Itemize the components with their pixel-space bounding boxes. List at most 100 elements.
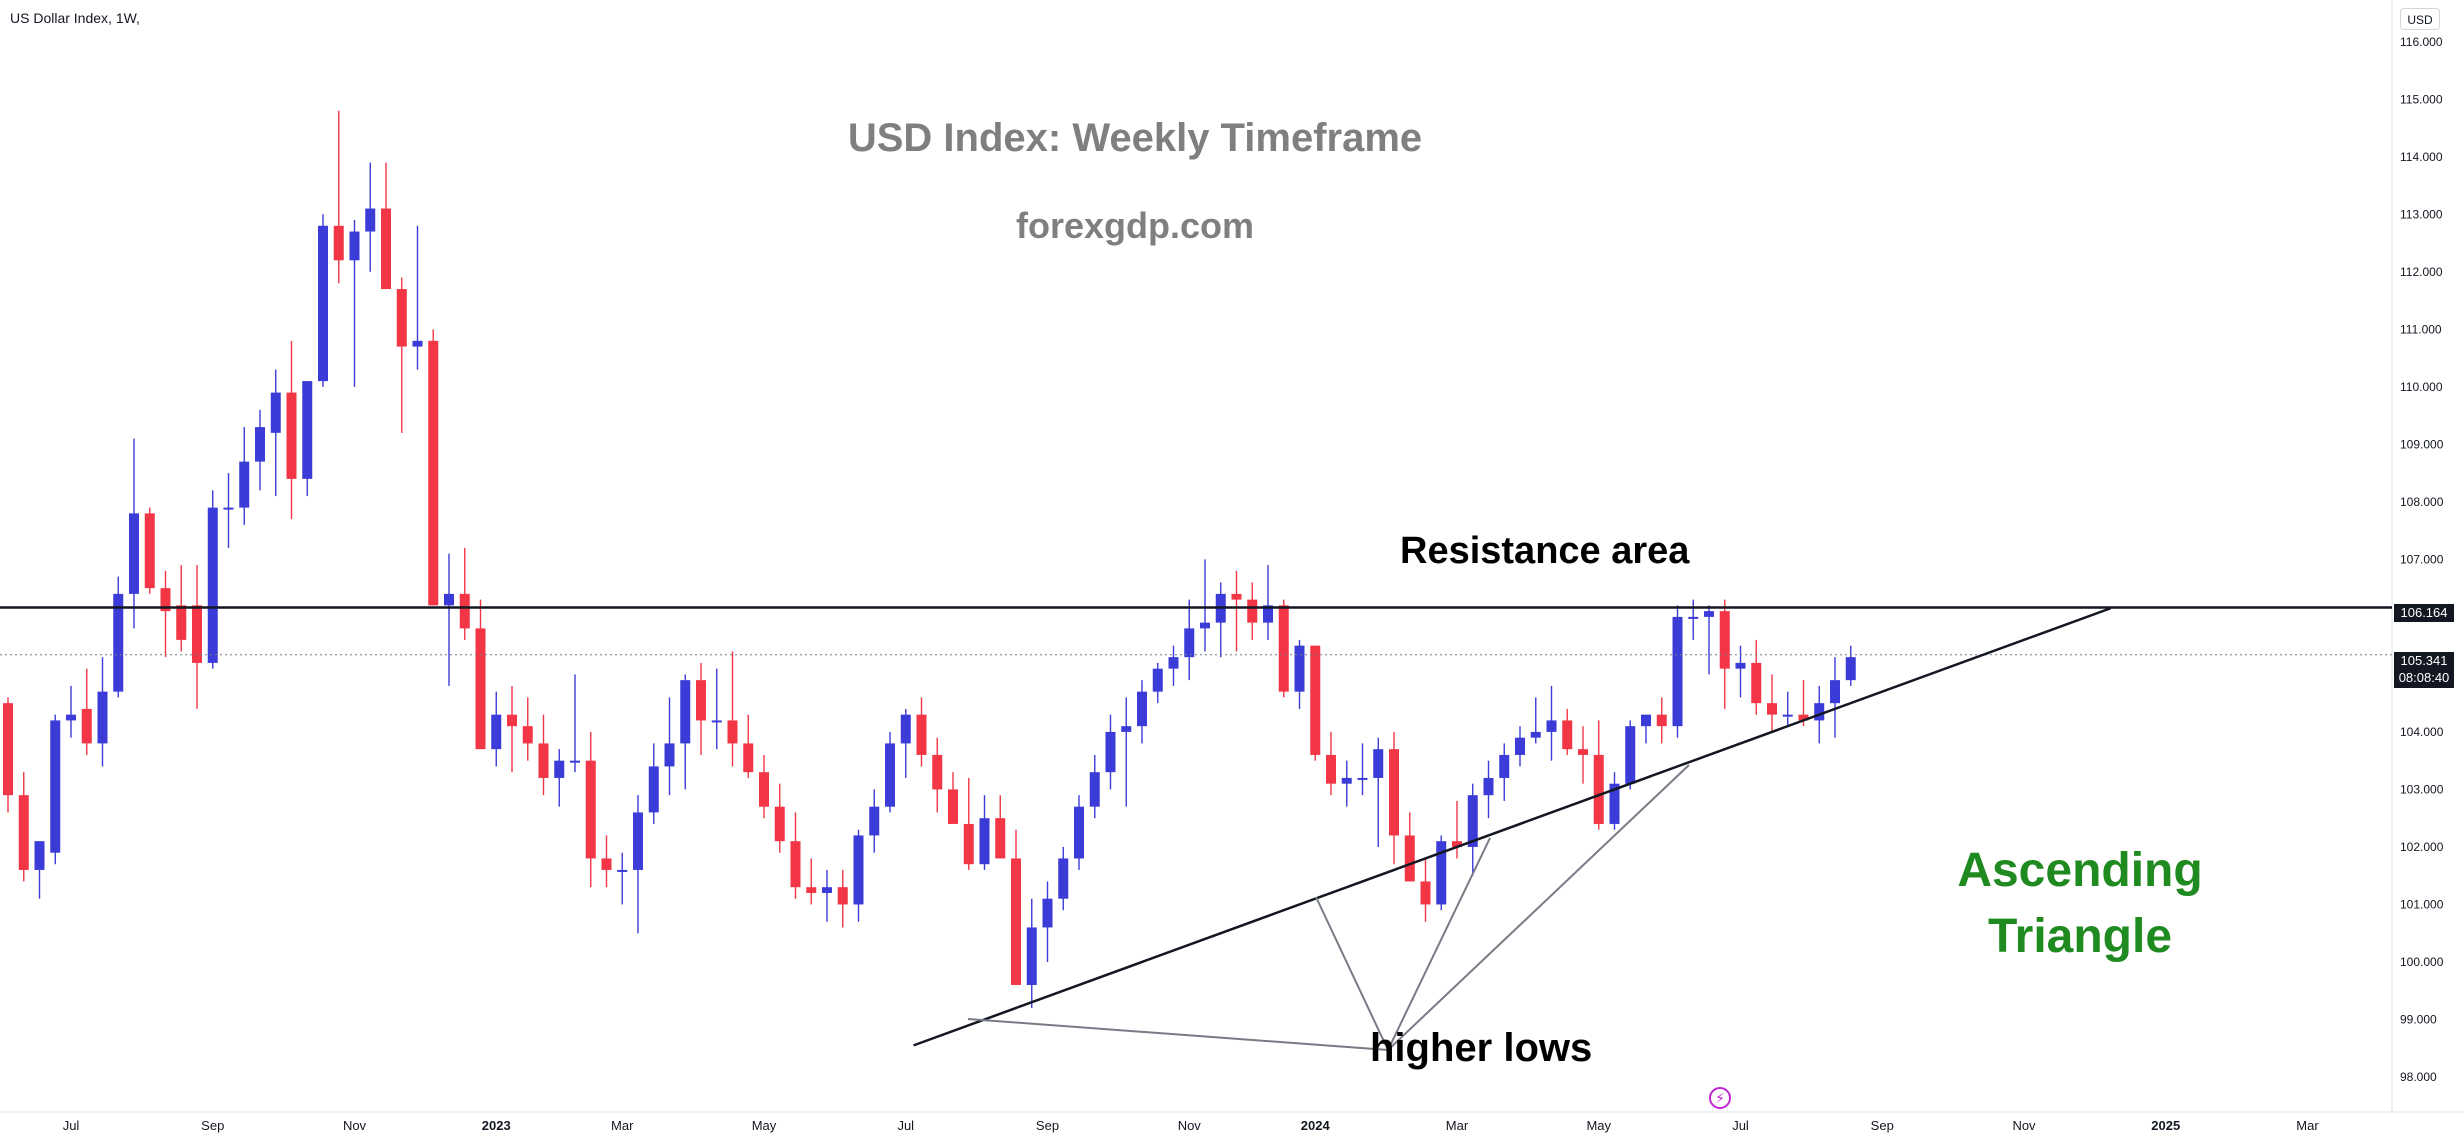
lightning-icon[interactable]: ⚡ bbox=[1709, 1087, 1731, 1109]
higher-lows-label: higher lows bbox=[1370, 1026, 1593, 1070]
y-tick-label: 107.000 bbox=[2400, 552, 2444, 566]
candle-body bbox=[66, 714, 76, 721]
candle-body bbox=[822, 887, 832, 893]
candle-body bbox=[995, 818, 1006, 859]
candle-body bbox=[1278, 605, 1289, 692]
candle-body bbox=[1231, 593, 1242, 600]
candle-body bbox=[601, 858, 612, 870]
candle-body bbox=[1688, 616, 1699, 619]
candle-body bbox=[349, 231, 360, 261]
ascending-trendline bbox=[913, 607, 2112, 1047]
y-tick-label: 100.000 bbox=[2400, 955, 2444, 969]
candle-body bbox=[50, 720, 61, 853]
x-tick-label: Nov bbox=[2012, 1118, 2036, 1133]
x-tick-label: 2024 bbox=[1301, 1118, 1331, 1133]
y-tick-label: 104.000 bbox=[2400, 725, 2444, 739]
candle-body bbox=[1404, 835, 1415, 882]
x-tick-label: Jul bbox=[1732, 1118, 1749, 1133]
candle-body bbox=[365, 208, 376, 232]
candle-body bbox=[1830, 680, 1840, 704]
candle-body bbox=[1089, 772, 1100, 807]
y-tick-label: 113.000 bbox=[2400, 207, 2443, 221]
y-tick-label: 101.000 bbox=[2400, 897, 2444, 911]
candle-body bbox=[1058, 858, 1069, 899]
candle-body bbox=[727, 720, 738, 744]
candle-body bbox=[129, 513, 139, 594]
candle-body bbox=[1625, 726, 1636, 784]
candle-body bbox=[1074, 806, 1084, 859]
candle-body bbox=[806, 887, 817, 893]
candle-body bbox=[3, 703, 13, 796]
candle-body bbox=[538, 743, 549, 778]
candle-body bbox=[885, 743, 895, 807]
candle-body bbox=[869, 806, 880, 836]
candle-body bbox=[948, 789, 958, 824]
candle-body bbox=[1452, 841, 1462, 847]
candle-body bbox=[1578, 749, 1588, 755]
x-tick-label: 2023 bbox=[482, 1118, 511, 1133]
candle-body bbox=[302, 381, 313, 479]
current-price-value: 105.341 bbox=[2400, 653, 2448, 668]
y-tick-label: 108.000 bbox=[2400, 495, 2444, 509]
candle-body bbox=[585, 760, 596, 859]
candle-body bbox=[1609, 783, 1620, 824]
candle-body bbox=[1168, 657, 1179, 669]
candle-body bbox=[1593, 754, 1604, 824]
candle-body bbox=[1483, 777, 1494, 796]
candle-body bbox=[1562, 720, 1573, 750]
x-tick-label: Jul bbox=[897, 1118, 914, 1133]
candle-body bbox=[774, 806, 785, 842]
candle-body bbox=[318, 225, 328, 382]
candle-body bbox=[743, 743, 754, 773]
candle-body bbox=[113, 593, 124, 692]
higher-low-pointer bbox=[1387, 764, 1690, 1051]
candle-body bbox=[444, 593, 454, 606]
candle-body bbox=[81, 708, 92, 744]
candle-body bbox=[1656, 714, 1667, 727]
current-price-tag: 105.341 08:08:40 bbox=[2394, 652, 2454, 688]
candle-body bbox=[1200, 622, 1210, 629]
candle-body bbox=[1704, 611, 1714, 617]
candle-body bbox=[696, 680, 706, 721]
candle-body bbox=[853, 835, 864, 905]
x-tick-label: May bbox=[1586, 1118, 1611, 1133]
candle-body bbox=[207, 507, 218, 663]
candle-body bbox=[1767, 703, 1777, 715]
y-tick-label: 114.000 bbox=[2400, 150, 2443, 164]
y-tick-label: 112.000 bbox=[2400, 265, 2443, 279]
candle-body bbox=[1751, 662, 1762, 704]
candle-body bbox=[759, 772, 769, 807]
x-tick-label: Nov bbox=[1178, 1118, 1202, 1133]
candle-body bbox=[1247, 599, 1258, 623]
x-tick-label: Mar bbox=[1446, 1118, 1469, 1133]
candle-body bbox=[34, 841, 45, 870]
resistance-label: Resistance area bbox=[1400, 530, 1690, 572]
currency-button[interactable]: USD bbox=[2400, 8, 2440, 30]
candle-body bbox=[396, 289, 407, 347]
candle-body bbox=[223, 507, 234, 510]
x-tick-label: 2025 bbox=[2151, 1118, 2180, 1133]
candle-body bbox=[18, 795, 29, 870]
y-tick-label: 99.000 bbox=[2400, 1012, 2437, 1026]
candle-body bbox=[633, 812, 643, 870]
candle-body bbox=[1735, 662, 1746, 669]
candle-body bbox=[711, 720, 722, 723]
candle-body bbox=[1467, 795, 1478, 847]
candle-body bbox=[837, 887, 848, 905]
y-tick-label: 109.000 bbox=[2400, 437, 2444, 451]
candle-body bbox=[239, 461, 250, 508]
candle-body bbox=[97, 691, 108, 744]
candle-body bbox=[1389, 749, 1399, 836]
candle-body bbox=[932, 754, 943, 790]
candle-body bbox=[1420, 881, 1431, 905]
candle-body bbox=[1814, 703, 1825, 721]
candle-body bbox=[1672, 616, 1683, 727]
candle-body bbox=[144, 513, 155, 589]
y-tick-label: 111.000 bbox=[2400, 322, 2442, 336]
candle-body bbox=[1263, 605, 1273, 623]
candle-body bbox=[459, 593, 470, 629]
y-tick-label: 116.000 bbox=[2400, 35, 2443, 49]
candle-body bbox=[617, 869, 628, 872]
